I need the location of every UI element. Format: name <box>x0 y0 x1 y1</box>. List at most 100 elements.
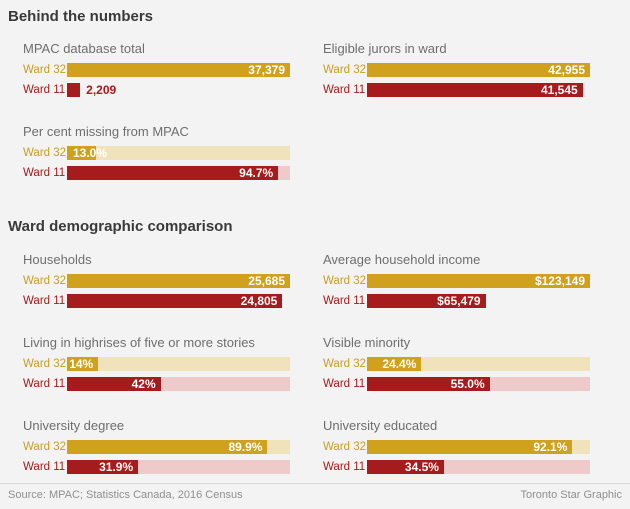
bar-row-ward11: Ward 11 34.5% <box>323 460 613 474</box>
bar-row-ward32: Ward 32 14% <box>23 357 313 371</box>
bar-area: $65,479 <box>367 294 590 308</box>
bar-row-ward11: Ward 11 31.9% <box>23 460 313 474</box>
bar-ward11: 31.9% <box>67 460 139 474</box>
chart: Living in highrises of five or more stor… <box>23 335 313 391</box>
bar-row-ward32: Ward 32 25,685 <box>23 274 313 288</box>
bar-label: Ward 11 <box>23 295 66 307</box>
bar-value: 2,209 <box>86 83 117 97</box>
bar-label: Ward 32 <box>323 358 367 370</box>
bar-area: 2,209 <box>67 83 290 97</box>
bar-row-ward32: Ward 32 $123,149 <box>323 274 613 288</box>
bar-label: Ward 11 <box>23 378 66 390</box>
chart-title: MPAC database total <box>23 41 145 56</box>
bar-row-ward11: Ward 11 24,805 <box>23 294 313 308</box>
bar-row-ward11: Ward 11 94.7% <box>23 166 313 180</box>
chart: Eligible jurors in ward Ward 32 42,955 Ward… <box>323 41 613 97</box>
bar-ward11: 34.5% <box>367 460 444 474</box>
bar-ward32: 14% <box>67 357 99 371</box>
bar-track-ward11: 34.5% <box>367 460 590 474</box>
bar-label: Ward 32 <box>23 358 67 370</box>
chart: Visible minority Ward 32 24.4% Ward 11 55.0% <box>323 335 613 391</box>
bar-label: Ward 11 <box>23 167 66 179</box>
bar-label: Ward 32 <box>23 441 67 453</box>
credit-note: Toronto Star Graphic <box>520 489 623 501</box>
bar-row-ward11: Ward 11 55.0% <box>323 377 613 391</box>
footer: Source: MPAC; Statistics Canada, 2016 Ce… <box>0 484 630 502</box>
bar-label: Ward 11 <box>23 84 66 96</box>
bar-label: Ward 32 <box>323 64 367 76</box>
chart-title: University degree <box>23 418 125 433</box>
bar-value: 13.0% <box>73 146 108 160</box>
chart-title: Eligible jurors in ward <box>323 41 447 56</box>
bar-value: 34.5% <box>404 460 439 474</box>
bar-label: Ward 11 <box>323 378 366 390</box>
bar-ward32: 37,379 <box>67 63 290 77</box>
bar-row-ward32: Ward 32 13.0% <box>23 146 313 160</box>
bar-row-ward11: Ward 11 2,209 <box>23 83 313 97</box>
chart-title: Living in highrises of five or more stor… <box>23 335 255 350</box>
bar-ward32: 42,955 <box>367 63 590 77</box>
bar-value: 25,685 <box>248 274 285 288</box>
bar-area: 37,379 <box>67 63 290 77</box>
bar-label: Ward 11 <box>323 84 366 96</box>
bar-track-ward11: 42% <box>67 377 290 391</box>
bar-label: Ward 32 <box>23 64 67 76</box>
bar-area: 24,805 <box>67 294 290 308</box>
section-heading-behind-the-numbers: Behind the numbers <box>8 8 154 25</box>
bar-row-ward11: Ward 11 42% <box>23 377 313 391</box>
bar-label: Ward 11 <box>23 461 66 473</box>
bar-ward32: 25,685 <box>67 274 290 288</box>
bar-label: Ward 11 <box>323 295 366 307</box>
bar-value: 42,955 <box>548 63 585 77</box>
bar-area: 41,545 <box>367 83 590 97</box>
bar-track-ward11: 55.0% <box>367 377 590 391</box>
bar-value: 94.7% <box>239 166 274 180</box>
bar-track-ward11: 94.7% <box>67 166 290 180</box>
bar-ward11: 55.0% <box>367 377 490 391</box>
bar-value: $123,149 <box>534 274 585 288</box>
bar-label: Ward 32 <box>323 441 367 453</box>
bar-ward32: 92.1% <box>367 440 573 454</box>
bar-value: 42% <box>131 377 156 391</box>
bar-value: 24.4% <box>382 357 417 371</box>
bar-track-ward32: 89.9% <box>67 440 290 454</box>
chart: University educated Ward 32 92.1% Ward 11 34… <box>323 418 613 474</box>
bar-value: $65,479 <box>437 294 481 308</box>
bar-value: 37,379 <box>248 63 285 77</box>
chart: Per cent missing from MPAC Ward 32 13.0% Wa… <box>23 124 313 180</box>
bar-row-ward32: Ward 32 89.9% <box>23 440 313 454</box>
bar-track-ward32: 14% <box>67 357 290 371</box>
bar-row-ward32: Ward 32 37,379 <box>23 63 313 77</box>
bar-value: 31.9% <box>99 460 134 474</box>
bar-ward32: 24.4% <box>367 357 422 371</box>
chart: MPAC database total Ward 32 37,379 Ward 11 2… <box>23 41 313 97</box>
bar-ward32: $123,149 <box>367 274 590 288</box>
bar-value: 89.9% <box>228 440 263 454</box>
bar-ward11: 94.7% <box>67 166 279 180</box>
bar-label: Ward 32 <box>23 147 67 159</box>
bar-area: 25,685 <box>67 274 290 288</box>
bar-label: Ward 32 <box>323 275 367 287</box>
bar-ward11 <box>67 83 81 97</box>
bar-row-ward32: Ward 32 24.4% <box>323 357 613 371</box>
bar-row-ward32: Ward 32 92.1% <box>323 440 613 454</box>
bar-ward11: $65,479 <box>367 294 486 308</box>
bar-area: $123,149 <box>367 274 590 288</box>
section-charts-behind-the-numbers: MPAC database total Ward 32 37,379 Ward 11 2… <box>23 41 630 180</box>
section-charts-ward-demographic-comparison: Households Ward 32 25,685 Ward 11 24,805 Aver… <box>23 252 630 474</box>
footer-divider <box>0 483 630 484</box>
bar-ward32 <box>67 146 96 160</box>
bar-value: 41,545 <box>540 83 578 97</box>
bar-label: Ward 32 <box>23 275 67 287</box>
bar-value: 14% <box>69 357 94 371</box>
bar-value: 24,805 <box>240 294 278 308</box>
bar-ward32: 89.9% <box>67 440 268 454</box>
bar-value: 92.1% <box>533 440 568 454</box>
bar-track-ward32: 92.1% <box>367 440 590 454</box>
bar-ward11: 41,545 <box>367 83 583 97</box>
chart: Average household income Ward 32 $123,149 W… <box>323 252 613 308</box>
chart-title: Per cent missing from MPAC <box>23 124 189 139</box>
chart-title: Households <box>23 252 92 267</box>
chart-title: Average household income <box>323 252 481 267</box>
